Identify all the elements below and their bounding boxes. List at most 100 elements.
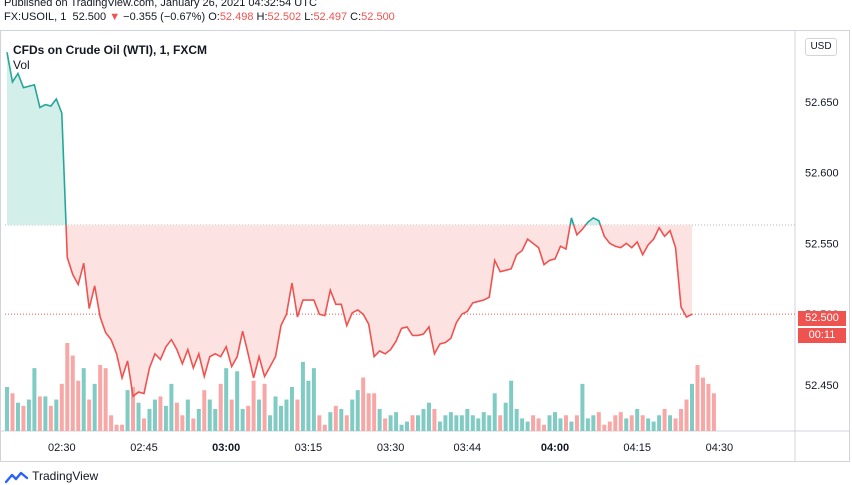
volume-bar	[388, 415, 393, 431]
currency-button[interactable]: USD	[805, 38, 837, 56]
volume-bar	[426, 402, 431, 431]
volume-bar	[646, 418, 651, 431]
volume-bar	[284, 399, 289, 431]
volume-bar	[300, 361, 305, 431]
volume-bar	[158, 396, 163, 431]
volume-bar	[257, 399, 262, 431]
low-label: L:	[304, 11, 314, 23]
volume-bar	[383, 418, 388, 431]
low-value: 52.497	[313, 11, 348, 23]
volume-bar	[32, 368, 37, 431]
volume-bar	[465, 409, 470, 431]
volume-bar	[87, 399, 92, 431]
volume-bar	[448, 412, 453, 431]
price-line-below-baseline	[65, 224, 693, 398]
volume-bar	[596, 412, 601, 431]
volume-bar	[15, 402, 20, 431]
volume-bar	[399, 424, 404, 431]
x-tick-label: 03:15	[295, 442, 323, 454]
volume-bar	[536, 418, 541, 431]
volume-bar	[542, 424, 547, 431]
volume-bar	[202, 390, 207, 431]
volume-bar	[21, 405, 26, 431]
volume-bar	[207, 399, 212, 431]
volume-bar	[711, 393, 716, 431]
volume-bar	[76, 380, 81, 431]
volume-bar	[361, 377, 366, 431]
volume-bar	[246, 405, 251, 431]
volume-bar	[109, 415, 114, 431]
volume-bar	[547, 415, 552, 431]
volume-bar	[690, 383, 694, 431]
volume-bar	[65, 343, 70, 431]
volume-bar	[695, 365, 700, 431]
volume-bar	[92, 383, 97, 431]
volume-bar	[185, 399, 190, 431]
volume-bar	[618, 412, 623, 431]
volume-bar	[10, 393, 15, 431]
countdown-tag: 00:11	[798, 328, 846, 343]
ohlc-line: FX:USOIL, 1 52.500 ▼ −0.355 (−0.67%) O:5…	[4, 11, 395, 23]
volume-bar	[26, 399, 31, 431]
symbol-label: FX:USOIL	[4, 11, 55, 23]
volume-bar	[563, 415, 568, 431]
current-price-tag: 52.500	[798, 311, 846, 326]
volume-bar	[684, 399, 689, 431]
volume-bar	[607, 421, 612, 431]
volume-bar	[481, 412, 486, 431]
volume-bar	[624, 418, 629, 431]
volume-bar	[459, 415, 464, 431]
volume-bar	[136, 402, 141, 431]
volume-bar	[509, 380, 514, 431]
volume-bar	[673, 418, 678, 431]
volume-bar	[629, 415, 634, 431]
volume-bar	[706, 383, 711, 431]
volume-bar	[394, 412, 399, 431]
volume-bar	[306, 380, 311, 431]
volume-bar	[191, 418, 196, 431]
volume-bar	[251, 380, 256, 431]
volume-bar	[268, 415, 273, 431]
x-tick-label: 03:00	[212, 442, 240, 454]
volume-bar	[81, 368, 86, 431]
volume-bar	[339, 409, 344, 431]
volume-bar	[103, 368, 108, 431]
volume-bar	[635, 409, 640, 431]
volume-bar	[120, 424, 125, 431]
close-value: 52.500	[361, 11, 395, 23]
volume-bar	[43, 396, 48, 431]
volume-bar	[525, 421, 530, 431]
y-tick-label: 52.600	[805, 168, 839, 180]
volume-bar	[569, 421, 574, 431]
volume-bar	[229, 399, 234, 431]
volume-bar	[295, 399, 300, 431]
y-tick-label: 52.450	[805, 380, 839, 392]
volume-bar	[668, 415, 673, 431]
volume-bar	[651, 421, 656, 431]
volume-bar	[70, 355, 75, 431]
volume-bar	[679, 409, 684, 431]
chart-title: CFDs on Crude Oil (WTI), 1, FXCM	[13, 43, 207, 57]
volume-bar	[262, 383, 267, 431]
volume-bar	[311, 368, 316, 431]
x-tick-label: 03:30	[377, 442, 405, 454]
footer-brand[interactable]: TradingView	[4, 469, 98, 484]
volume-bar	[492, 393, 497, 431]
area-fill-above-baseline	[7, 52, 692, 225]
y-tick-label: 52.550	[805, 238, 839, 250]
volume-bar	[498, 415, 503, 431]
volume-bar	[48, 405, 53, 431]
interval-label: 1	[60, 11, 67, 23]
volume-bar	[322, 424, 327, 431]
close-label: C:	[350, 11, 362, 23]
volume-bar	[580, 383, 585, 431]
high-value: 52.502	[267, 11, 302, 23]
x-tick-label: 04:30	[706, 442, 734, 454]
volume-bar	[224, 368, 229, 431]
volume-bar	[163, 405, 168, 431]
volume-bar	[503, 402, 508, 431]
y-tick-label: 52.650	[805, 97, 839, 109]
volume-bar	[131, 387, 136, 431]
volume-bar	[37, 396, 42, 431]
